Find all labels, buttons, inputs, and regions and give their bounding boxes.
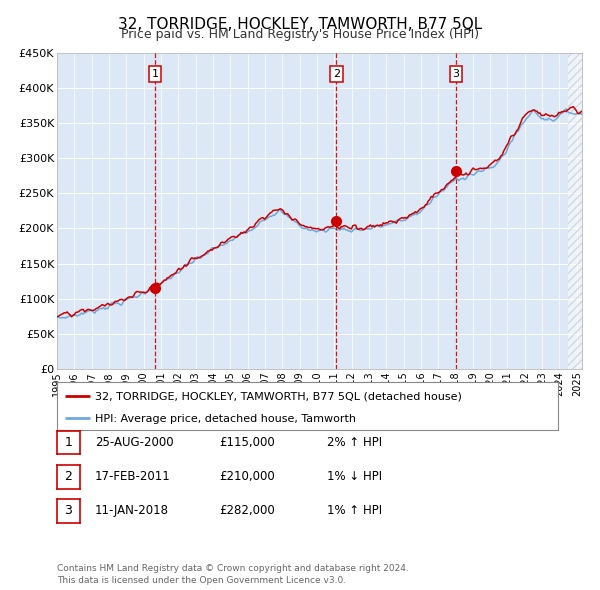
Bar bbox=[568, 53, 582, 369]
Text: 32, TORRIDGE, HOCKLEY, TAMWORTH, B77 5QL: 32, TORRIDGE, HOCKLEY, TAMWORTH, B77 5QL bbox=[118, 17, 482, 31]
Text: 32, TORRIDGE, HOCKLEY, TAMWORTH, B77 5QL (detached house): 32, TORRIDGE, HOCKLEY, TAMWORTH, B77 5QL… bbox=[95, 392, 461, 401]
Text: 1: 1 bbox=[151, 69, 158, 79]
Text: £282,000: £282,000 bbox=[219, 504, 275, 517]
Text: 2: 2 bbox=[333, 69, 340, 79]
Text: 1: 1 bbox=[64, 436, 73, 449]
Text: 2: 2 bbox=[64, 470, 73, 483]
Text: HPI: Average price, detached house, Tamworth: HPI: Average price, detached house, Tamw… bbox=[95, 414, 356, 424]
Text: £115,000: £115,000 bbox=[219, 436, 275, 449]
Text: 1% ↑ HPI: 1% ↑ HPI bbox=[327, 504, 382, 517]
Text: 1% ↓ HPI: 1% ↓ HPI bbox=[327, 470, 382, 483]
Text: Contains HM Land Registry data © Crown copyright and database right 2024.
This d: Contains HM Land Registry data © Crown c… bbox=[57, 565, 409, 585]
Text: 2% ↑ HPI: 2% ↑ HPI bbox=[327, 436, 382, 449]
Text: £210,000: £210,000 bbox=[219, 470, 275, 483]
Text: 3: 3 bbox=[452, 69, 460, 79]
Text: 11-JAN-2018: 11-JAN-2018 bbox=[95, 504, 169, 517]
Text: 3: 3 bbox=[64, 504, 73, 517]
Text: 25-AUG-2000: 25-AUG-2000 bbox=[95, 436, 173, 449]
Text: Price paid vs. HM Land Registry's House Price Index (HPI): Price paid vs. HM Land Registry's House … bbox=[121, 28, 479, 41]
Text: 17-FEB-2011: 17-FEB-2011 bbox=[95, 470, 170, 483]
